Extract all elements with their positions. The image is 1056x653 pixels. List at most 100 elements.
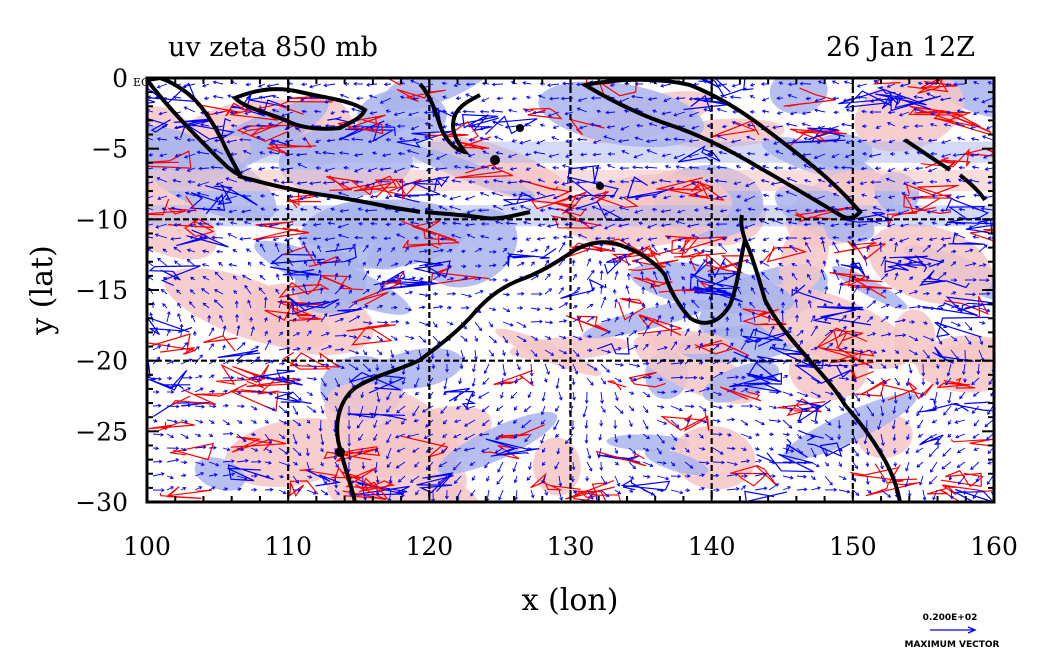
wind-vector-head bbox=[614, 397, 619, 402]
wind-vector-head bbox=[210, 374, 215, 379]
wind-vector bbox=[942, 447, 952, 457]
wind-vector bbox=[691, 273, 700, 281]
wind-vector bbox=[897, 209, 910, 215]
wind-vector-head bbox=[948, 476, 953, 481]
wind-vector bbox=[824, 405, 831, 412]
negative-contour bbox=[796, 399, 832, 424]
wind-vector-head bbox=[983, 109, 988, 114]
wind-vector bbox=[292, 391, 302, 401]
wind-vector-head bbox=[354, 235, 358, 240]
wind-vector-head bbox=[491, 191, 496, 196]
wind-vector-head bbox=[887, 332, 892, 337]
wind-vector bbox=[407, 149, 420, 155]
wind-vector-head bbox=[804, 408, 808, 412]
wind-vector-head bbox=[819, 236, 824, 241]
negative-vorticity-region bbox=[606, 434, 690, 451]
wind-vector-head bbox=[620, 332, 625, 336]
wind-vector-head bbox=[272, 207, 277, 212]
wind-vector bbox=[180, 324, 183, 337]
wind-vector bbox=[166, 475, 174, 479]
wind-vector bbox=[250, 377, 262, 381]
wind-vector bbox=[339, 152, 350, 155]
wind-vector bbox=[915, 206, 924, 211]
wind-vector bbox=[908, 305, 921, 309]
wind-vector bbox=[174, 260, 182, 267]
wind-vector bbox=[466, 83, 476, 85]
wind-vector-head bbox=[935, 381, 940, 386]
wind-vector-head bbox=[158, 376, 162, 381]
wind-vector-head bbox=[453, 397, 458, 402]
wind-vector-head bbox=[605, 110, 610, 115]
wind-vector-head bbox=[941, 465, 946, 470]
wind-vector-head bbox=[175, 458, 180, 462]
wind-vector-head bbox=[449, 196, 454, 201]
wind-vector-head bbox=[824, 285, 829, 290]
wind-vector-head bbox=[897, 259, 902, 264]
wind-vector-head bbox=[972, 97, 977, 101]
wind-vector bbox=[628, 461, 636, 469]
wind-vector-head bbox=[305, 274, 310, 278]
wind-vector bbox=[600, 285, 603, 295]
wind-vector-head bbox=[952, 261, 957, 265]
wind-vector bbox=[530, 307, 540, 311]
wind-vector-head bbox=[857, 315, 861, 320]
wind-vector-head bbox=[437, 480, 442, 485]
wind-vector-head bbox=[355, 350, 360, 355]
wind-vector bbox=[334, 348, 344, 351]
wind-vector bbox=[651, 181, 658, 184]
wind-vector bbox=[796, 475, 807, 478]
wind-vector bbox=[586, 287, 595, 295]
positive-vorticity-region bbox=[349, 406, 492, 478]
wind-vector bbox=[760, 219, 770, 225]
wind-vector-head bbox=[973, 277, 977, 282]
wind-vector-head bbox=[688, 113, 693, 117]
wind-vector-head bbox=[984, 423, 989, 428]
wind-vector bbox=[480, 125, 490, 130]
wind-vector bbox=[533, 111, 546, 114]
wind-vector-head bbox=[297, 488, 302, 492]
wind-vector-head bbox=[657, 330, 661, 335]
wind-vector-head bbox=[414, 463, 418, 468]
wind-vector bbox=[200, 124, 210, 127]
wind-vector bbox=[888, 195, 896, 199]
wind-vector-head bbox=[932, 496, 936, 501]
wind-vector-head bbox=[619, 179, 624, 184]
wind-vector bbox=[202, 276, 210, 281]
wind-vector-head bbox=[294, 461, 299, 466]
wind-vector-head bbox=[214, 196, 219, 200]
wind-vector bbox=[250, 326, 255, 337]
wind-vector bbox=[631, 180, 644, 183]
wind-vector bbox=[455, 151, 462, 155]
wind-vector-head bbox=[224, 487, 229, 491]
wind-vector-head bbox=[186, 248, 191, 253]
wind-vector-head bbox=[210, 420, 215, 424]
wind-vector-head bbox=[899, 223, 904, 228]
wind-vector-head bbox=[817, 178, 822, 183]
wind-vector bbox=[978, 335, 983, 345]
wind-vector bbox=[320, 405, 324, 414]
wind-vector bbox=[396, 461, 406, 469]
wind-vector bbox=[488, 307, 496, 311]
wind-vector-head bbox=[578, 125, 583, 130]
wind-vector-head bbox=[947, 421, 952, 426]
wind-vector bbox=[866, 332, 876, 337]
wind-vector-head bbox=[155, 390, 160, 394]
wind-vector bbox=[665, 165, 672, 169]
wind-vector bbox=[880, 391, 885, 403]
wind-vector-head bbox=[956, 449, 961, 454]
wind-vector bbox=[803, 237, 812, 240]
wind-vector-head bbox=[373, 437, 377, 442]
wind-vector-head bbox=[602, 296, 607, 301]
wind-vector bbox=[718, 243, 728, 253]
wind-vector-head bbox=[335, 255, 339, 260]
wind-vector bbox=[780, 288, 784, 295]
wind-vector-head bbox=[196, 182, 201, 187]
wind-vector bbox=[606, 111, 616, 114]
wind-vector bbox=[838, 315, 847, 323]
wind-vector-head bbox=[385, 137, 390, 142]
wind-vector-head bbox=[660, 405, 665, 409]
y-tick-label: −10 bbox=[75, 205, 128, 234]
wind-vector bbox=[600, 475, 607, 485]
wind-vector-head bbox=[385, 222, 390, 227]
wind-vector-head bbox=[577, 98, 582, 102]
